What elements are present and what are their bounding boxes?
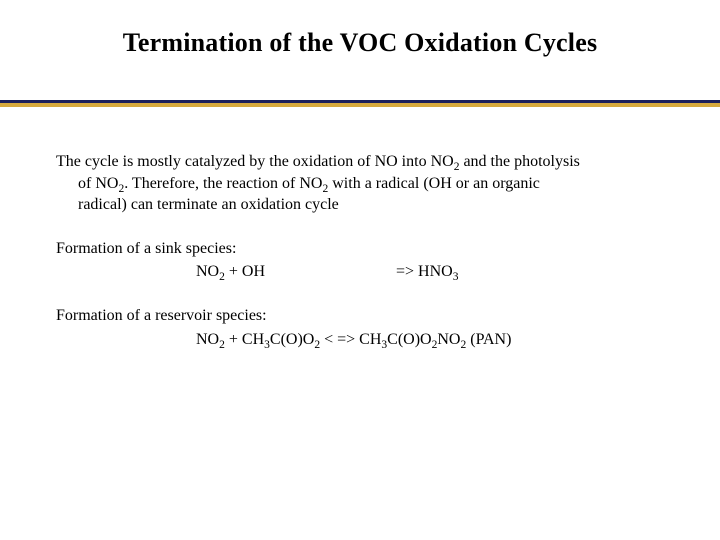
title-area: Termination of the VOC Oxidation Cycles — [0, 0, 720, 58]
reservoir-section-label: Formation of a reservoir species: — [56, 305, 664, 327]
eq-text: => HNO — [396, 263, 453, 280]
para-text: of NO — [78, 175, 118, 192]
eq-text: NO — [437, 331, 460, 348]
intro-paragraph: The cycle is mostly catalyzed by the oxi… — [56, 151, 664, 216]
para-text: . Therefore, the reaction of NO — [124, 175, 322, 192]
reservoir-equation-body: NO2 + CH3C(O)O2 < => CH3C(O)O2NO2 (PAN) — [196, 329, 511, 351]
sink-section-label: Formation of a sink species: — [56, 238, 664, 260]
eq-text: (PAN) — [466, 331, 511, 348]
para-text: with a radical (OH or an organic — [328, 175, 540, 192]
eq-text: < => CH — [320, 331, 381, 348]
eq-text: NO — [196, 263, 219, 280]
subscript: 3 — [453, 272, 459, 284]
sink-equation: NO2 + OH => HNO3 — [56, 261, 664, 283]
sink-equation-left: NO2 + OH — [196, 261, 396, 283]
content-area: The cycle is mostly catalyzed by the oxi… — [0, 107, 720, 350]
para-text: and the photolysis — [459, 153, 579, 170]
eq-text: C(O)O — [387, 331, 431, 348]
eq-text: C(O)O — [270, 331, 314, 348]
eq-text: NO — [196, 331, 219, 348]
para-text: The cycle is mostly catalyzed by the oxi… — [56, 153, 454, 170]
slide-title: Termination of the VOC Oxidation Cycles — [40, 28, 680, 58]
sink-equation-right: => HNO3 — [396, 261, 458, 283]
eq-text: + CH — [225, 331, 264, 348]
para-line2: of NO2. Therefore, the reaction of NO2 w… — [56, 173, 664, 195]
reservoir-equation: NO2 + CH3C(O)O2 < => CH3C(O)O2NO2 (PAN) — [56, 329, 664, 351]
para-line3: radical) can terminate an oxidation cycl… — [56, 194, 664, 216]
divider — [0, 100, 720, 107]
eq-text: + OH — [225, 263, 265, 280]
